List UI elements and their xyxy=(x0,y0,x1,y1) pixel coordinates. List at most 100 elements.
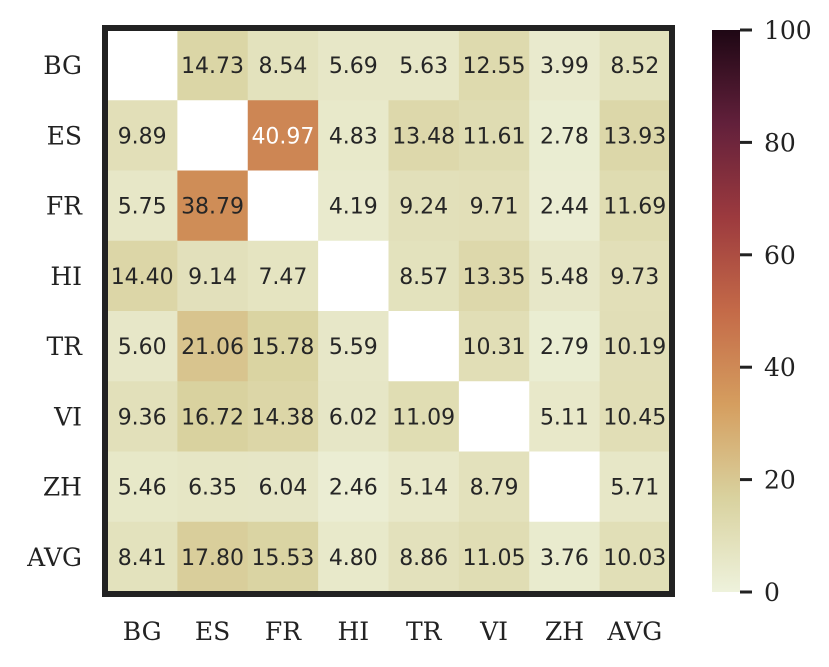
cell-value-label: 14.38 xyxy=(251,405,314,430)
column-label: FR xyxy=(265,617,302,646)
cell-value-label: 13.48 xyxy=(392,124,455,149)
row-label: HI xyxy=(50,262,82,291)
colorbar-tick-label: 60 xyxy=(764,241,796,270)
heatmap-cell xyxy=(107,521,178,593)
column-label: AVG xyxy=(606,617,662,646)
cell-value-label: 5.11 xyxy=(540,405,589,430)
heatmap-cell xyxy=(177,521,249,593)
row-label: ES xyxy=(47,121,82,150)
heatmap-cell xyxy=(388,381,460,452)
column-labels: BG ES FR HI TR VI ZH AVG xyxy=(123,617,662,646)
heatmap-cell xyxy=(177,451,249,523)
column-label: BG xyxy=(123,617,162,646)
heatmap-cell xyxy=(599,451,671,523)
heatmap-cell xyxy=(458,521,530,593)
heatmap-cell xyxy=(318,30,389,101)
cell-value-label: 10.31 xyxy=(463,335,526,360)
row-label: TR xyxy=(47,332,84,361)
heatmap-cell xyxy=(388,100,460,171)
cell-value-label: 5.75 xyxy=(118,195,167,220)
row-label: AVG xyxy=(26,543,82,572)
heatmap-cell xyxy=(177,240,249,312)
column-label: ZH xyxy=(545,617,584,646)
cell-value-label: 16.72 xyxy=(181,405,244,430)
cell-value-label: 8.86 xyxy=(399,546,448,571)
cell-value-label: 13.35 xyxy=(463,265,526,290)
heatmap-cell xyxy=(458,170,530,242)
heatmap-cell xyxy=(247,521,319,593)
colorbar-tick-label: 0 xyxy=(764,578,780,607)
heatmap-cell xyxy=(177,170,249,242)
heatmap-cell xyxy=(599,521,671,593)
column-label: HI xyxy=(337,617,369,646)
heatmap-cell xyxy=(458,240,530,312)
cell-value-label: 11.05 xyxy=(463,546,526,571)
cell-value-label: 17.80 xyxy=(181,546,244,571)
heatmap-cell-labels: 14.73 8.54 5.69 5.63 12.55 3.99 8.52 9.89 40.97 4… xyxy=(111,54,667,571)
cell-value-label: 9.73 xyxy=(610,265,659,290)
heatmap-cell-empty xyxy=(107,30,178,101)
cell-value-label: 38.79 xyxy=(181,195,244,220)
cell-value-label: 6.35 xyxy=(188,476,237,501)
heatmap-cell xyxy=(529,30,601,101)
cell-value-label: 6.02 xyxy=(329,405,378,430)
heatmap-cell xyxy=(177,30,249,101)
colorbar-tick-label: 40 xyxy=(764,353,796,382)
row-label: ZH xyxy=(43,473,82,502)
heatmap-cell xyxy=(107,381,178,452)
cell-value-label: 40.97 xyxy=(251,124,314,149)
cell-value-label: 2.46 xyxy=(329,476,378,501)
heatmap-cell xyxy=(318,381,389,452)
cell-value-label: 21.06 xyxy=(181,335,244,360)
colorbar-tick-label: 80 xyxy=(764,128,796,157)
cell-value-label: 9.36 xyxy=(118,405,167,430)
cell-value-label: 10.03 xyxy=(603,546,666,571)
cell-value-label: 10.45 xyxy=(603,405,666,430)
heatmap-cell xyxy=(247,100,319,171)
cell-value-label: 2.78 xyxy=(540,124,589,149)
heatmap-cell-empty xyxy=(529,451,601,523)
cell-value-label: 9.14 xyxy=(188,265,237,290)
cell-value-label: 7.47 xyxy=(258,265,307,290)
cell-value-label: 14.40 xyxy=(111,265,174,290)
heatmap-cell xyxy=(599,311,671,382)
colorbar xyxy=(712,30,740,592)
heatmap-cell xyxy=(458,100,530,171)
heatmap-cell xyxy=(599,100,671,171)
cell-value-label: 3.99 xyxy=(540,54,589,79)
cell-value-label: 5.14 xyxy=(399,476,448,501)
heatmap-cell xyxy=(107,451,178,523)
heatmap-cell xyxy=(388,30,460,101)
heatmap-cell xyxy=(388,451,460,523)
cell-value-label: 15.78 xyxy=(251,335,314,360)
cell-value-label: 8.41 xyxy=(118,546,167,571)
cell-value-label: 9.89 xyxy=(118,124,167,149)
heatmap-cell xyxy=(247,451,319,523)
cell-value-label: 5.46 xyxy=(118,476,167,501)
heatmap-cell-empty xyxy=(388,311,460,382)
heatmap-cell xyxy=(247,30,319,101)
heatmap-cell xyxy=(107,170,178,242)
heatmap-cell xyxy=(318,311,389,382)
heatmap-cell xyxy=(177,381,249,452)
heatmap-cell xyxy=(247,240,319,312)
heatmap-cell xyxy=(458,30,530,101)
row-label: FR xyxy=(46,192,83,221)
heatmap-cell xyxy=(318,521,389,593)
cell-value-label: 4.19 xyxy=(329,195,378,220)
cell-value-label: 5.59 xyxy=(329,335,378,360)
heatmap-cell-empty xyxy=(318,240,389,312)
heatmap-cell xyxy=(318,451,389,523)
heatmap-cell xyxy=(388,170,460,242)
row-labels: BG ES FR HI TR VI ZH AVG xyxy=(26,51,83,572)
heatmap-frame xyxy=(102,25,675,597)
heatmap-cell xyxy=(107,240,178,312)
heatmap-cells xyxy=(107,30,671,593)
heatmap-cell xyxy=(529,311,601,382)
heatmap-cell xyxy=(529,100,601,171)
cell-value-label: 11.69 xyxy=(603,195,666,220)
heatmap-cell xyxy=(247,311,319,382)
cell-value-label: 5.48 xyxy=(540,265,589,290)
heatmap-cell xyxy=(529,521,601,593)
heatmap-cell xyxy=(107,100,178,171)
